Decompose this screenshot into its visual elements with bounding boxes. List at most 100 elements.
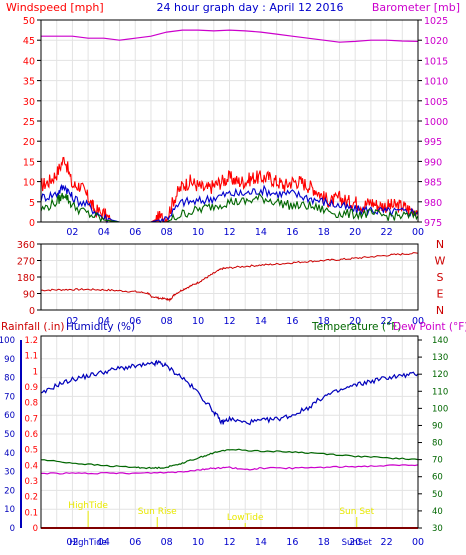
series-line-3 xyxy=(41,29,419,43)
bottom-event-label: SunSet xyxy=(342,538,373,548)
hour-tick-label: 06 xyxy=(129,227,141,238)
humidity-temp-panel: Rainfall (.in) Humidity (%) Temperature … xyxy=(0,321,466,548)
rain-tick-label: 0.8 xyxy=(24,399,38,409)
degree-tick-label: 270 xyxy=(17,257,35,268)
rain-tick-label: 1.1 xyxy=(24,352,38,362)
wind-tick-label: 50 xyxy=(23,16,35,27)
hour-tick-label: 08 xyxy=(161,227,173,238)
hour-tick-label: 20 xyxy=(349,537,361,548)
wind-baro-panel: Windspeed [mph] 24 hour graph day : Apri… xyxy=(6,1,460,238)
hour-tick-label: 20 xyxy=(349,227,361,238)
top-panel-ticks: 0510152025303540455097598098599099510001… xyxy=(23,16,448,238)
temperature-tick-label: 120 xyxy=(432,370,448,380)
wind-tick-label: 35 xyxy=(23,77,35,88)
rain-tick-label: 0.2 xyxy=(24,493,38,503)
temperature-tick-label: 140 xyxy=(432,336,448,346)
temperature-tick-label: 30 xyxy=(432,524,443,534)
humidity-tick-label: 90 xyxy=(4,355,15,365)
bottom-ticks: 0 0.1 0.2 0.3 0.4 0.5 0.6 0.7 0.8 0.9 1 1.1 1.2 0 10 20… xyxy=(0,336,448,548)
humidity-tick-label: 50 xyxy=(4,430,15,440)
hour-tick-label: 02 xyxy=(66,316,78,327)
hour-tick-label: 04 xyxy=(98,227,110,238)
chart-title: 24 hour graph day : April 12 2016 xyxy=(157,1,344,14)
series-line-2 xyxy=(40,448,419,470)
event-label: Sun Set xyxy=(339,507,374,517)
hour-tick-label: 10 xyxy=(192,227,204,238)
series-line-1 xyxy=(40,359,419,426)
baro-tick-label: 1015 xyxy=(424,56,448,67)
baro-tick-label: 1020 xyxy=(424,36,448,47)
hour-tick-label: 06 xyxy=(129,316,141,327)
hour-tick-label: 16 xyxy=(286,227,298,238)
temperature-tick-label: 130 xyxy=(432,353,448,363)
hour-tick-label: 18 xyxy=(318,227,330,238)
hour-tick-label: 10 xyxy=(192,316,204,327)
rain-tick-label: 0.7 xyxy=(24,414,38,424)
barometer-label: Barometer [mb] xyxy=(372,1,460,14)
hour-tick-label: 16 xyxy=(286,316,298,327)
bottom-panel-frame xyxy=(40,335,419,529)
hour-tick-label: 12 xyxy=(223,316,235,327)
humidity-tick-label: 80 xyxy=(4,374,15,384)
baro-tick-label: 985 xyxy=(424,178,442,189)
compass-label: W xyxy=(435,255,446,268)
top-panel-gridlines xyxy=(41,20,418,222)
hour-tick-label: 08 xyxy=(161,316,173,327)
degree-tick-label: 90 xyxy=(23,290,35,301)
hour-tick-label: 04 xyxy=(98,537,110,548)
temperature-tick-label: 70 xyxy=(432,456,443,466)
wind-tick-label: 15 xyxy=(23,157,35,168)
hour-tick-label: 12 xyxy=(223,537,235,548)
series-line-3 xyxy=(40,464,419,475)
wind-tick-label: 10 xyxy=(23,178,35,189)
wind-tick-label: 20 xyxy=(23,137,35,148)
rainfall-label: Rainfall (.in) xyxy=(1,321,64,333)
humidity-tick-label: 100 xyxy=(0,336,15,346)
humidity-tick-label: 30 xyxy=(4,468,15,478)
hour-tick-label: 20 xyxy=(349,316,361,327)
wind-tick-label: 5 xyxy=(29,198,35,209)
rain-tick-label: 0.3 xyxy=(24,477,38,487)
rain-tick-label: 0 xyxy=(33,524,38,534)
hour-tick-label: 00 xyxy=(412,537,424,548)
humidity-tick-label: 40 xyxy=(4,449,15,459)
baro-tick-label: 1005 xyxy=(424,97,448,108)
humidity-label: Humidity (%) xyxy=(66,321,135,333)
hour-tick-label: 22 xyxy=(381,316,393,327)
rain-tick-label: 1.2 xyxy=(24,336,38,346)
degree-tick-label: 360 xyxy=(17,240,35,251)
hour-tick-label: 06 xyxy=(129,537,141,548)
dewpoint-label: Dew Point (°F) xyxy=(393,321,466,333)
direction-gridlines xyxy=(41,244,418,310)
series-line-2 xyxy=(40,192,419,223)
baro-tick-label: 990 xyxy=(424,157,442,168)
baro-tick-label: 995 xyxy=(424,137,442,148)
hour-tick-label: 18 xyxy=(318,316,330,327)
degree-tick-label: 180 xyxy=(17,273,35,284)
rain-tick-label: 0.1 xyxy=(24,508,38,518)
humidity-tick-label: 10 xyxy=(4,505,15,515)
direction-series xyxy=(40,252,419,303)
wind-tick-label: 40 xyxy=(23,56,35,67)
compass-label: N xyxy=(436,304,444,317)
hour-tick-label: 02 xyxy=(66,537,78,548)
temperature-tick-label: 110 xyxy=(432,387,448,397)
hour-tick-label: 10 xyxy=(192,537,204,548)
bottom-event-label: HighTide xyxy=(69,538,106,548)
hour-tick-label: 14 xyxy=(255,316,267,327)
humidity-tick-label: 0 xyxy=(10,524,15,534)
baro-tick-label: 975 xyxy=(424,218,442,229)
hour-tick-label: 18 xyxy=(318,537,330,548)
rain-tick-label: 0.6 xyxy=(24,430,38,440)
rain-tick-label: 0.5 xyxy=(24,446,38,456)
temperature-tick-label: 40 xyxy=(432,507,443,517)
series-line-1 xyxy=(40,183,419,224)
temperature-tick-label: 90 xyxy=(432,421,443,431)
baro-tick-label: 980 xyxy=(424,198,442,209)
rain-tick-label: 0.9 xyxy=(24,383,38,393)
wind-tick-label: 0 xyxy=(29,218,35,229)
hour-tick-label: 00 xyxy=(412,316,424,327)
